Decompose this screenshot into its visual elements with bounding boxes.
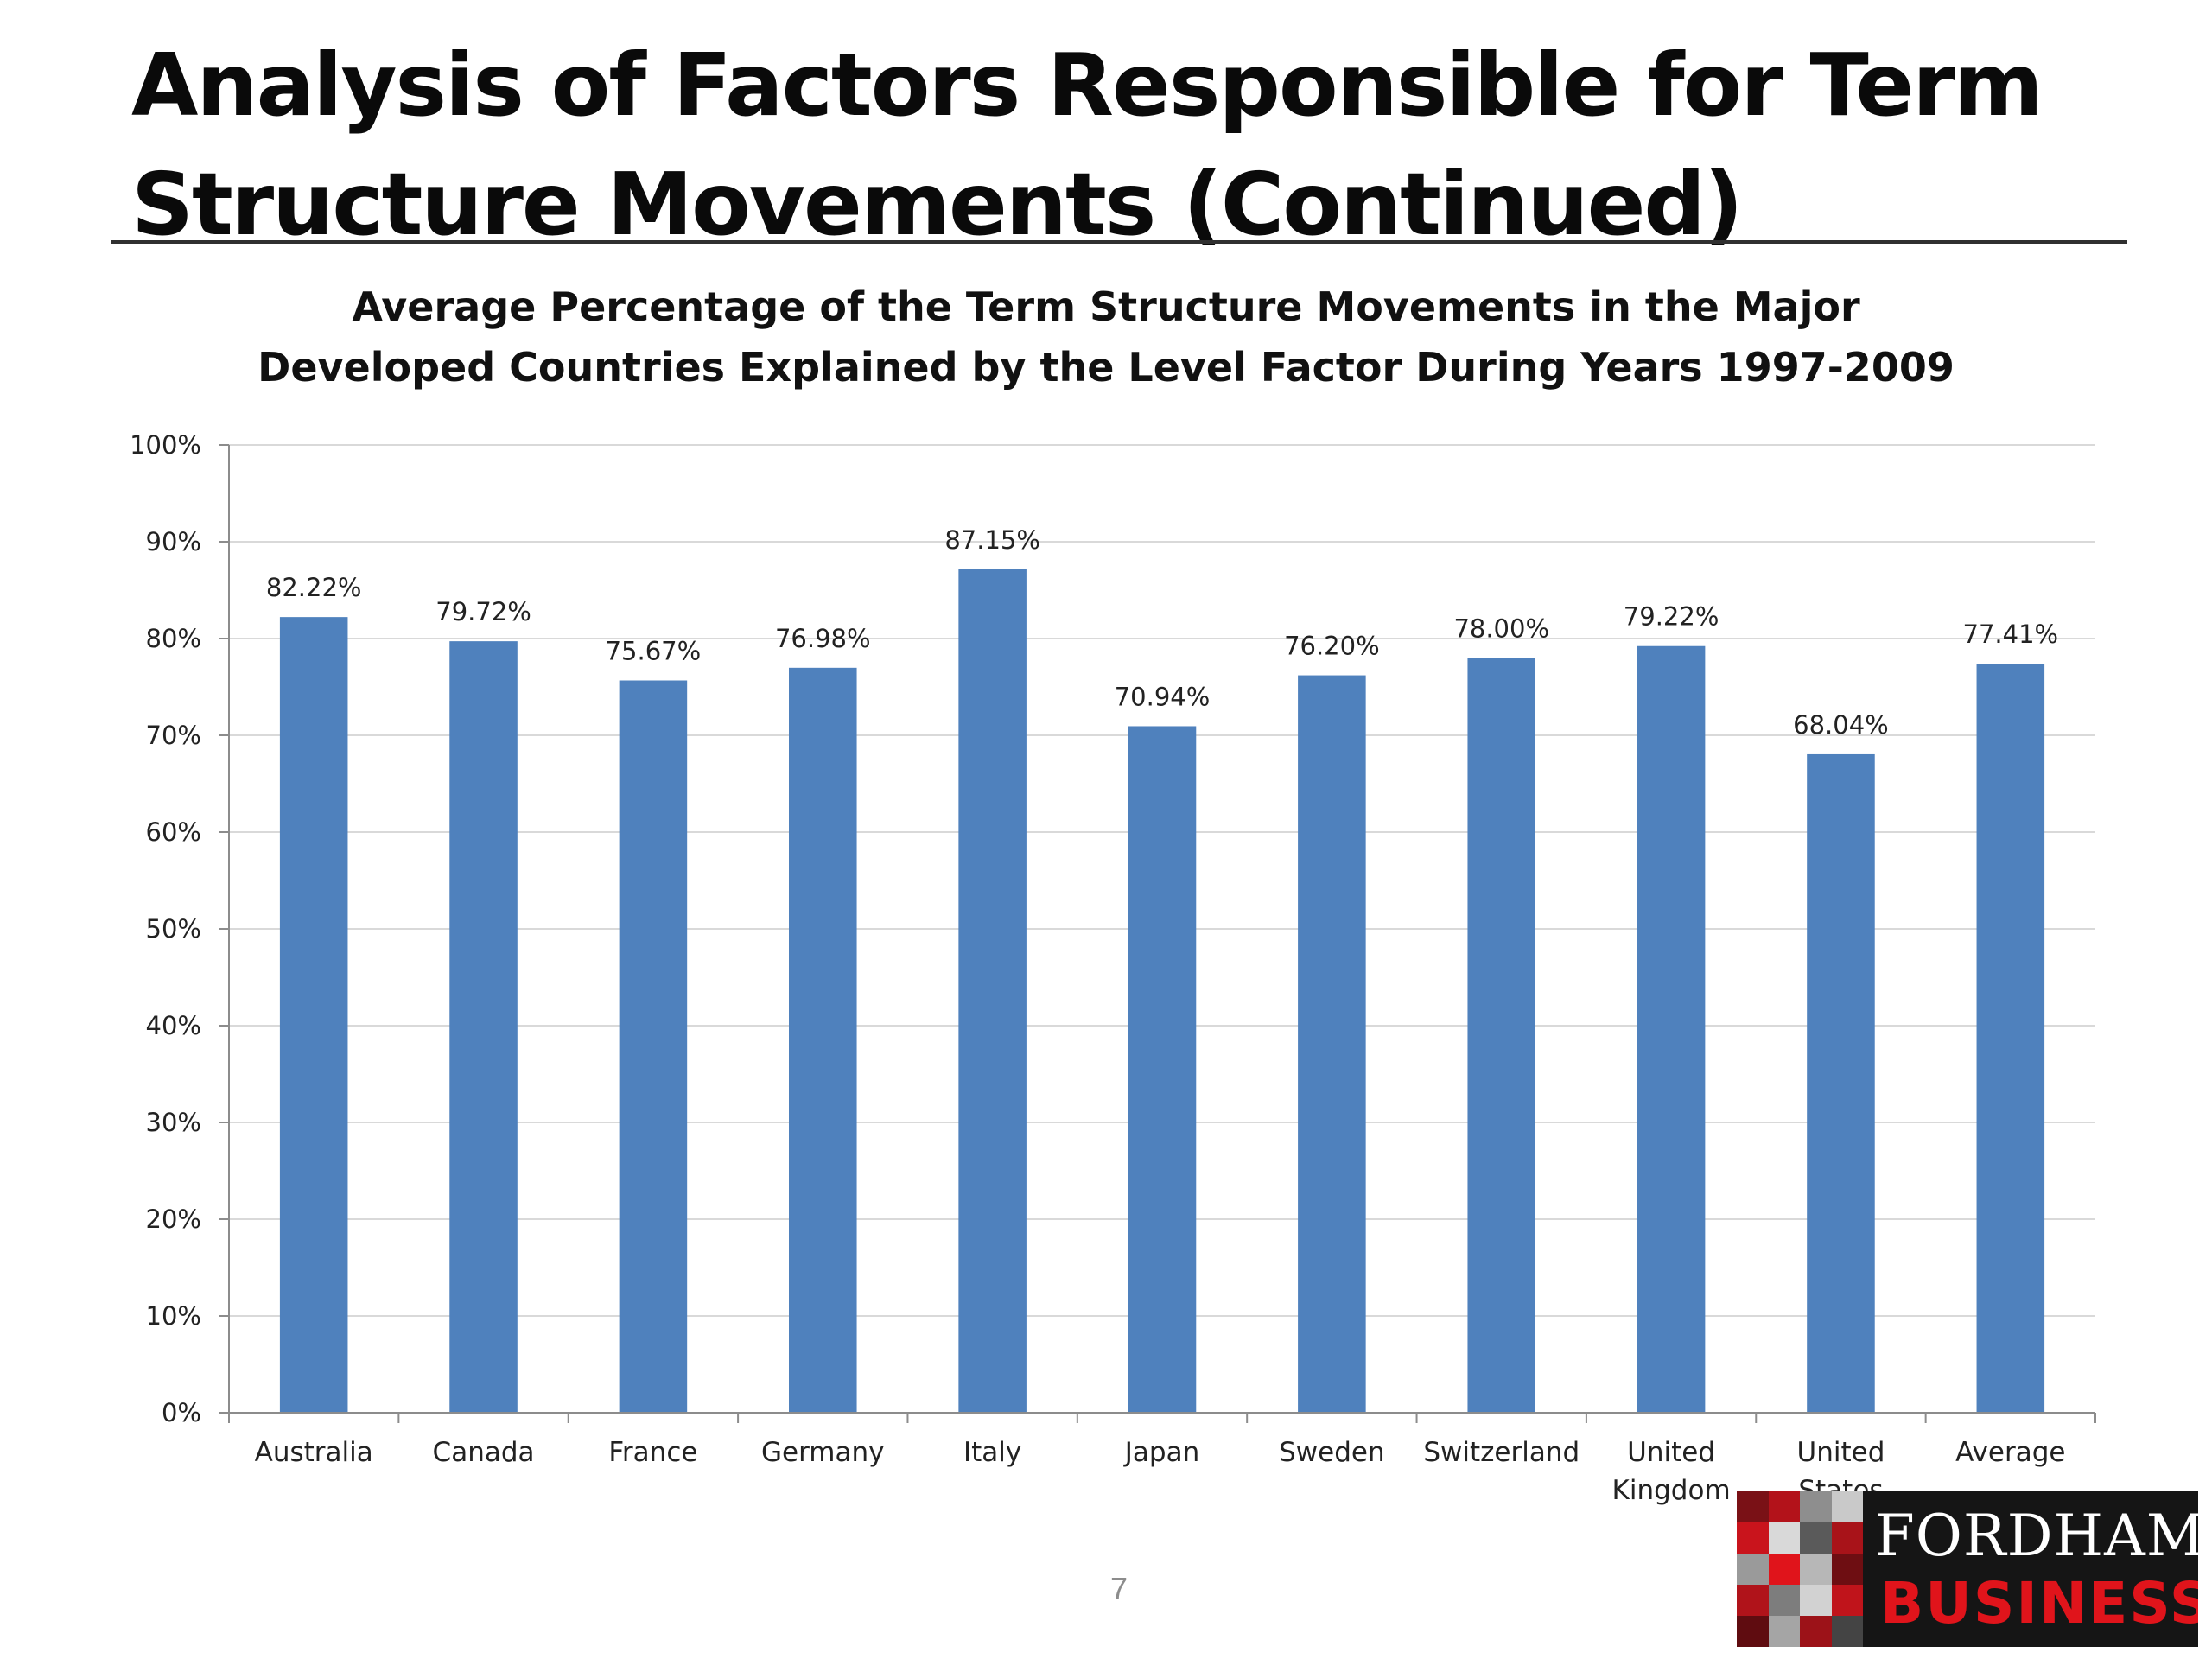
x-category-label: Canada (433, 1437, 535, 1468)
data-label: 78.00% (1453, 613, 1549, 643)
y-tick-label: 40% (146, 1011, 201, 1040)
x-category-label: France (608, 1437, 697, 1468)
bar (449, 641, 518, 1413)
data-label: 87.15% (944, 525, 1040, 555)
data-label: 77.41% (1963, 620, 2059, 649)
bar (1467, 658, 1535, 1413)
bar (1807, 753, 1875, 1413)
chart-title-line-2: Developed Countries Explained by the Lev… (257, 344, 1955, 391)
bar (1298, 675, 1366, 1413)
bar (789, 667, 857, 1413)
bar (619, 680, 688, 1413)
bar-chart: 0% 10% 20% 30% 40% 50% 60% 70% 80% 90% 100% 82.22%… (130, 430, 2096, 1506)
y-tick-label: 20% (146, 1205, 201, 1234)
axes (219, 444, 2096, 1423)
x-category-label: Switzerland (1423, 1437, 1580, 1468)
x-category-label: Kingdom (1612, 1475, 1731, 1506)
page-number: 7 (1109, 1571, 1128, 1606)
x-category-label: Australia (255, 1437, 373, 1468)
bar (1976, 664, 2045, 1413)
chart-title: Average Percentage of the Term Structure… (0, 276, 2212, 397)
data-label: 70.94% (1115, 682, 1211, 711)
fordham-business-logo: FORDHAM BUSINESS (1737, 1491, 2198, 1647)
chart-title-line-1: Average Percentage of the Term Structure… (352, 283, 1860, 330)
data-label: 76.98% (775, 624, 871, 653)
y-tick-label: 90% (146, 527, 201, 556)
y-tick-label: 0% (162, 1398, 201, 1427)
y-tick-label: 60% (146, 817, 201, 847)
slide-title: Analysis of Factors Responsible for Term… (131, 26, 2075, 264)
bar (1637, 645, 1706, 1413)
slide-title-line-2: Structure Movements (Continued) (131, 154, 1744, 255)
logo-text-business: BUSINESS (1880, 1570, 2198, 1637)
bar (279, 617, 348, 1413)
data-label: 75.67% (606, 636, 702, 665)
slide-title-line-1: Analysis of Factors Responsible for Term (131, 35, 2044, 136)
bar (1128, 726, 1197, 1413)
logo-text-fordham: FORDHAM (1875, 1503, 2198, 1569)
y-tick-label: 50% (146, 914, 201, 944)
data-label: 82.22% (266, 573, 362, 602)
data-label: 68.04% (1793, 710, 1889, 740)
data-label: 76.20% (1284, 632, 1380, 661)
x-category-label: Average (1955, 1437, 2065, 1468)
x-category-label: Germany (761, 1437, 884, 1468)
x-category-label: United (1797, 1437, 1885, 1468)
y-tick-label: 100% (130, 430, 201, 460)
x-category-label: United (1627, 1437, 1715, 1468)
logo-mosaic-icon (1737, 1491, 1863, 1647)
bar (958, 569, 1027, 1413)
y-tick-label: 30% (146, 1108, 201, 1137)
title-divider (111, 240, 2127, 244)
bars (279, 569, 2045, 1413)
y-tick-label: 80% (146, 624, 201, 653)
data-labels: 82.22% 79.72% 75.67% 76.98% 87.15% 70.94% 76.2… (266, 525, 2058, 740)
y-tick-label: 70% (146, 721, 201, 750)
y-tick-label: 10% (146, 1301, 201, 1331)
x-category-label: Japan (1123, 1437, 1199, 1468)
y-axis-ticks: 0% 10% 20% 30% 40% 50% 60% 70% 80% 90% 100% (130, 430, 201, 1427)
data-label: 79.22% (1624, 602, 1719, 632)
x-category-label: Italy (963, 1437, 1021, 1468)
x-axis-labels: Australia Canada France Germany Italy Japan Sw… (255, 1437, 2066, 1506)
data-label: 79.72% (435, 597, 531, 626)
x-category-label: Sweden (1279, 1437, 1385, 1468)
